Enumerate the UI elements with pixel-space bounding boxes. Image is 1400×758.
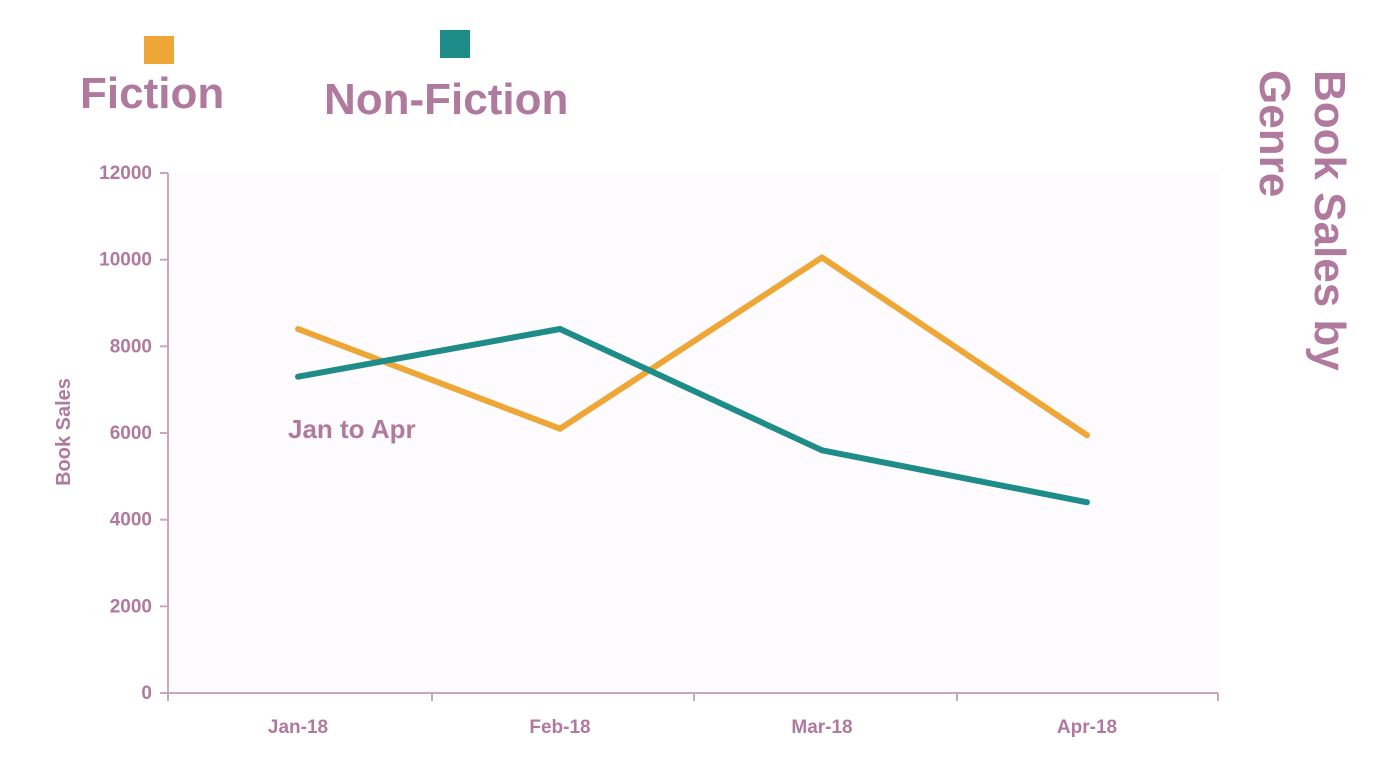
axes [160,172,1219,701]
legend-swatch-fiction [144,36,174,64]
data-point-fiction [819,254,825,261]
data-point-non-fiction [557,326,563,332]
data-point-non-fiction [295,373,301,380]
legend-label-non-fiction: Non-Fiction [324,75,568,124]
series-line-fiction [296,254,1089,438]
data-point-non-fiction [1084,499,1090,506]
data-point-fiction [557,425,563,432]
data-point-fiction [1084,432,1090,439]
y-tick-label: 0 [141,683,152,704]
legend-label-fiction: Fiction [80,69,224,118]
y-axis-title: Book Sales [53,378,75,486]
legend: Fiction Non-Fiction [80,30,568,124]
series-line-non-fiction [297,326,1088,506]
x-tick-label: Apr-18 [1057,717,1117,738]
y-tick-label: 4000 [110,510,152,531]
x-tick-label: Mar-18 [791,717,852,738]
data-point-non-fiction [819,447,825,454]
x-tick-labels: Jan-18 Feb-18 Mar-18 Apr-18 [268,717,1117,738]
legend-swatch-non-fiction [440,30,470,58]
y-tick-label: 2000 [110,596,152,617]
series-lines [295,254,1090,506]
chart-subtitle: Jan to Apr [288,414,416,444]
y-tick-label: 8000 [110,336,152,357]
x-tick-label: Jan-18 [268,717,328,738]
data-point-fiction [295,326,301,332]
y-tick-labels: 0 2000 4000 6000 8000 10000 12000 [99,163,152,704]
y-tick-label: 12000 [99,163,152,184]
chart-title-line-1: Book Sales by [1305,70,1354,371]
chart-title: Book Sales by Genre [1250,70,1354,371]
y-tick-label: 6000 [110,423,152,444]
x-tick-label: Feb-18 [529,717,590,738]
chart-title-line-2: Genre [1250,70,1299,197]
y-tick-label: 10000 [99,250,152,271]
plot-area [168,173,1218,693]
